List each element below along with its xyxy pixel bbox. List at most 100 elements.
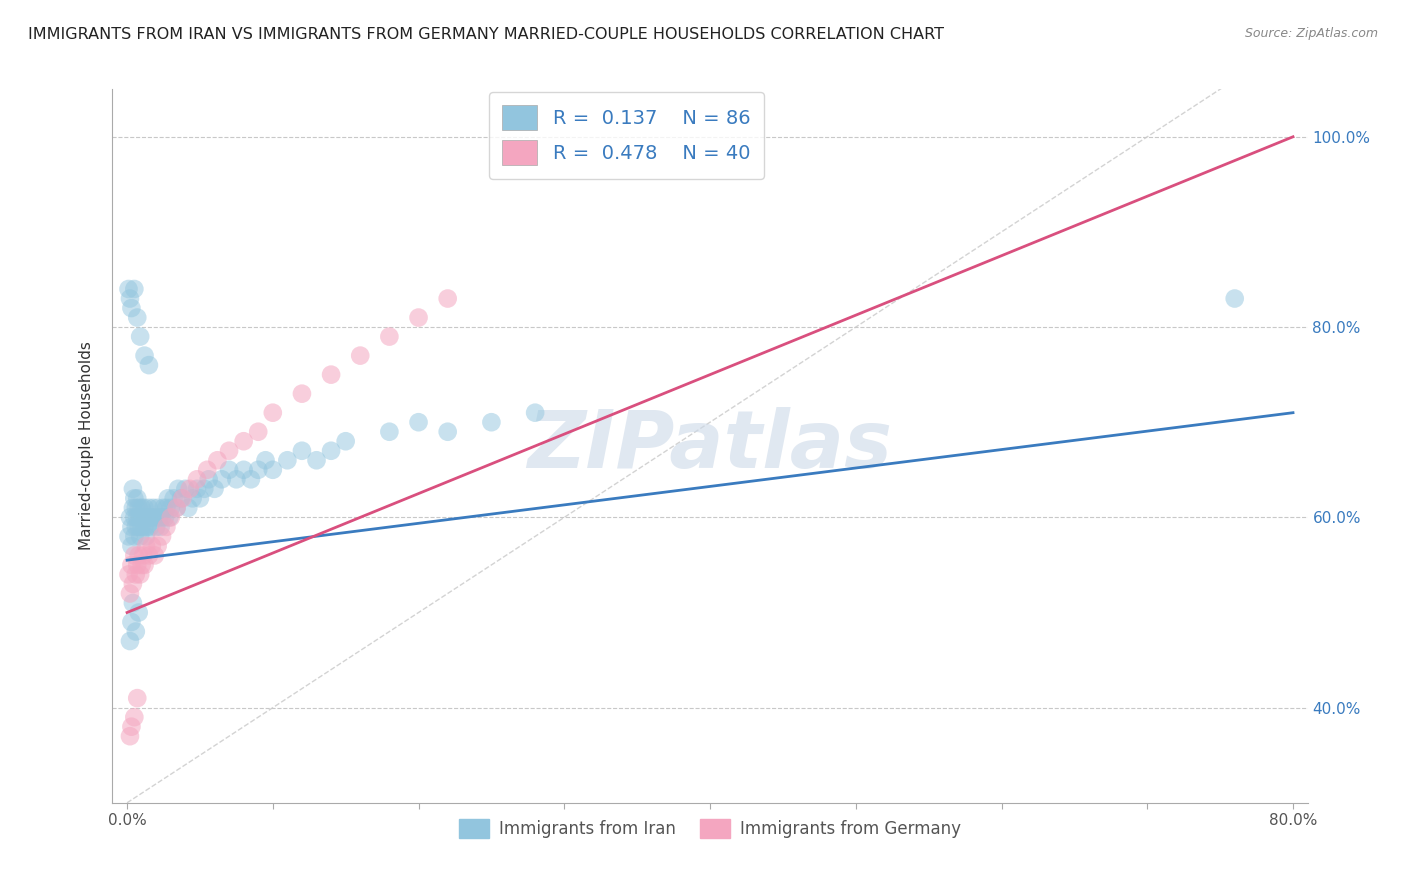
Point bbox=[262, 463, 284, 477]
Point bbox=[291, 386, 314, 401]
Point bbox=[118, 634, 141, 648]
Point bbox=[117, 529, 139, 543]
Point bbox=[138, 358, 160, 372]
Point bbox=[124, 282, 146, 296]
Point bbox=[153, 510, 176, 524]
Point bbox=[135, 539, 157, 553]
Point bbox=[127, 558, 149, 572]
Point bbox=[211, 472, 233, 486]
Point bbox=[122, 596, 145, 610]
Point bbox=[132, 549, 155, 563]
Point bbox=[128, 500, 150, 515]
Point bbox=[159, 500, 181, 515]
Point bbox=[188, 491, 211, 506]
Point bbox=[172, 491, 194, 506]
Point bbox=[117, 282, 139, 296]
Text: IMMIGRANTS FROM IRAN VS IMMIGRANTS FROM GERMANY MARRIED-COUPLE HOUSEHOLDS CORREL: IMMIGRANTS FROM IRAN VS IMMIGRANTS FROM … bbox=[28, 27, 943, 42]
Point bbox=[127, 510, 149, 524]
Point bbox=[138, 549, 160, 563]
Point bbox=[179, 482, 201, 496]
Point bbox=[349, 349, 371, 363]
Point bbox=[276, 453, 298, 467]
Point bbox=[193, 482, 215, 496]
Point bbox=[146, 539, 169, 553]
Point bbox=[319, 443, 342, 458]
Point bbox=[127, 691, 149, 706]
Point bbox=[143, 510, 166, 524]
Point bbox=[124, 529, 146, 543]
Point bbox=[247, 463, 270, 477]
Point bbox=[125, 500, 148, 515]
Point bbox=[218, 463, 240, 477]
Point bbox=[120, 301, 142, 315]
Point bbox=[142, 500, 165, 515]
Point bbox=[131, 558, 153, 572]
Point bbox=[239, 472, 262, 486]
Point bbox=[122, 577, 145, 591]
Point bbox=[139, 520, 162, 534]
Point bbox=[197, 472, 219, 486]
Point bbox=[124, 710, 146, 724]
Point bbox=[138, 500, 160, 515]
Point bbox=[124, 510, 146, 524]
Point bbox=[128, 520, 150, 534]
Point bbox=[150, 510, 173, 524]
Point bbox=[436, 292, 458, 306]
Point bbox=[143, 549, 166, 563]
Point bbox=[305, 453, 328, 467]
Point bbox=[186, 472, 208, 486]
Point bbox=[118, 510, 141, 524]
Point bbox=[181, 491, 204, 506]
Point bbox=[127, 310, 149, 325]
Point bbox=[262, 406, 284, 420]
Point bbox=[159, 510, 181, 524]
Point bbox=[124, 549, 146, 563]
Point bbox=[163, 491, 186, 506]
Point bbox=[186, 482, 208, 496]
Point bbox=[120, 720, 142, 734]
Point bbox=[131, 520, 153, 534]
Point bbox=[177, 500, 200, 515]
Point bbox=[156, 491, 179, 506]
Point bbox=[225, 472, 247, 486]
Point bbox=[1223, 292, 1246, 306]
Point bbox=[218, 443, 240, 458]
Point bbox=[125, 520, 148, 534]
Point bbox=[132, 510, 155, 524]
Point bbox=[174, 482, 197, 496]
Point bbox=[129, 567, 152, 582]
Point bbox=[335, 434, 357, 449]
Point bbox=[145, 520, 167, 534]
Point bbox=[155, 520, 177, 534]
Point bbox=[481, 415, 503, 429]
Point bbox=[524, 406, 547, 420]
Point bbox=[134, 558, 156, 572]
Point bbox=[138, 510, 160, 524]
Point bbox=[135, 529, 157, 543]
Point bbox=[150, 529, 173, 543]
Point bbox=[378, 425, 401, 439]
Point bbox=[136, 520, 159, 534]
Point bbox=[166, 500, 188, 515]
Point bbox=[120, 558, 142, 572]
Point bbox=[146, 500, 169, 515]
Point bbox=[319, 368, 342, 382]
Point bbox=[291, 443, 314, 458]
Point bbox=[128, 549, 150, 563]
Point bbox=[125, 624, 148, 639]
Point bbox=[141, 539, 163, 553]
Point bbox=[408, 310, 430, 325]
Point bbox=[232, 463, 254, 477]
Point bbox=[120, 539, 142, 553]
Point bbox=[155, 500, 177, 515]
Point bbox=[152, 500, 174, 515]
Point bbox=[131, 500, 153, 515]
Point bbox=[118, 292, 141, 306]
Point bbox=[378, 329, 401, 343]
Point bbox=[149, 520, 172, 534]
Point bbox=[120, 615, 142, 629]
Point bbox=[170, 491, 193, 506]
Point bbox=[141, 510, 163, 524]
Point bbox=[117, 567, 139, 582]
Point bbox=[118, 586, 141, 600]
